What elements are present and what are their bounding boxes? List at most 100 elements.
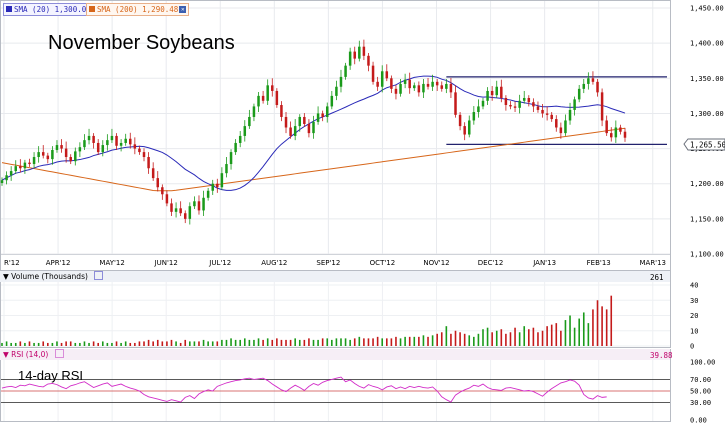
settings-icon[interactable] xyxy=(94,271,104,280)
settings-icon[interactable] xyxy=(54,349,64,358)
volume-bar xyxy=(509,332,512,346)
volume-bar xyxy=(344,338,347,346)
candle-body xyxy=(161,187,164,195)
x-tick-label: MAR'13 xyxy=(639,259,666,267)
price-tick-label: 1,150.00 xyxy=(690,215,724,223)
volume-bar xyxy=(468,335,471,346)
close-icon[interactable]: ✕ xyxy=(179,6,187,13)
sma200-path xyxy=(1,127,626,192)
volume-bar xyxy=(450,333,452,346)
rsi-pane xyxy=(0,349,671,422)
volume-bar xyxy=(266,338,269,346)
volume-bar xyxy=(79,342,81,346)
volume-bar xyxy=(376,336,379,346)
volume-bar xyxy=(500,329,503,346)
candle-body xyxy=(188,206,192,219)
candle-body xyxy=(348,51,352,66)
volume-bar xyxy=(69,341,72,346)
candle-body xyxy=(454,92,457,115)
candle-body xyxy=(206,190,210,198)
volume-bar xyxy=(147,339,150,346)
volume-bar xyxy=(303,339,306,346)
volume-bar xyxy=(143,341,145,346)
collapse-icon[interactable]: ▼ xyxy=(3,272,9,281)
volume-header-label: Volume (Thousands) xyxy=(11,272,88,281)
candle-body xyxy=(266,85,269,101)
candle-body xyxy=(330,95,334,107)
candle-body xyxy=(138,148,141,153)
volume-bar xyxy=(564,320,567,346)
price-tick-label: 1,300.00 xyxy=(690,110,724,118)
volume-bar xyxy=(152,341,154,346)
candle-body xyxy=(87,135,91,141)
volume-bar xyxy=(134,342,136,346)
candle-body xyxy=(513,106,517,108)
candle-body xyxy=(380,71,384,87)
legend-sma200-label: SMA (200) 1,290.48 xyxy=(97,5,179,14)
volume-bar xyxy=(175,341,177,346)
candle-body xyxy=(129,138,132,145)
volume-bar xyxy=(243,338,246,346)
candles xyxy=(0,39,627,225)
volume-bar xyxy=(555,323,558,346)
candle-body xyxy=(74,151,77,162)
volume-bar xyxy=(10,342,12,346)
grid xyxy=(1,1,670,421)
candle-body xyxy=(5,175,8,181)
candle-body xyxy=(335,86,338,96)
volume-bar xyxy=(477,333,480,346)
candle-body xyxy=(490,90,494,96)
candle-body xyxy=(55,145,59,150)
collapse-icon[interactable]: ▼ xyxy=(3,350,9,359)
volume-bar xyxy=(385,338,388,346)
candle-body xyxy=(197,201,201,211)
volume-bar xyxy=(395,336,397,346)
sma20-swatch xyxy=(6,6,12,12)
sma200-swatch xyxy=(89,6,95,12)
volume-bar xyxy=(546,326,548,346)
candle-body xyxy=(289,127,292,136)
candle-body xyxy=(179,208,182,214)
volume-bar xyxy=(523,326,526,346)
volume-bar xyxy=(289,339,292,346)
volume-bar xyxy=(408,336,411,346)
candle-body xyxy=(165,194,169,204)
volume-bar xyxy=(294,338,296,346)
candle-body xyxy=(435,81,439,86)
volume-bar xyxy=(216,341,219,346)
candle-body xyxy=(591,78,595,82)
candle-body xyxy=(472,112,476,121)
candle-body xyxy=(303,116,306,124)
candle-body xyxy=(147,157,150,169)
x-tick-label: AUG'12 xyxy=(261,259,287,267)
volume-bar xyxy=(111,342,113,346)
candle-body xyxy=(216,183,219,188)
volume-bar xyxy=(166,341,168,346)
x-tick-label: R'12 xyxy=(4,259,20,267)
candle-body xyxy=(440,85,444,89)
candle-body xyxy=(458,114,462,127)
candle-body xyxy=(32,157,36,165)
volume-bar xyxy=(253,339,255,346)
candle-body xyxy=(119,142,123,146)
candle-body xyxy=(133,144,137,149)
candle-body xyxy=(385,71,389,79)
price-tag: 1,265.50 xyxy=(690,141,725,150)
volume-bar xyxy=(560,330,562,346)
x-tick-label: APR'12 xyxy=(46,259,71,267)
candle-body xyxy=(0,180,4,184)
volume-bar xyxy=(285,339,287,346)
candle-body xyxy=(257,95,260,107)
volume-bar xyxy=(340,338,342,346)
volume-bar xyxy=(592,309,594,346)
volume-bar xyxy=(372,338,374,346)
candle-body xyxy=(37,152,40,158)
x-tick-label: FEB'13 xyxy=(587,259,611,267)
volume-bar xyxy=(601,306,603,346)
candle-body xyxy=(587,78,590,84)
volume-bar xyxy=(262,339,264,346)
candle-body xyxy=(238,135,242,143)
candle-body xyxy=(19,166,22,169)
volume-bar xyxy=(42,341,45,346)
candle-body xyxy=(9,171,13,176)
